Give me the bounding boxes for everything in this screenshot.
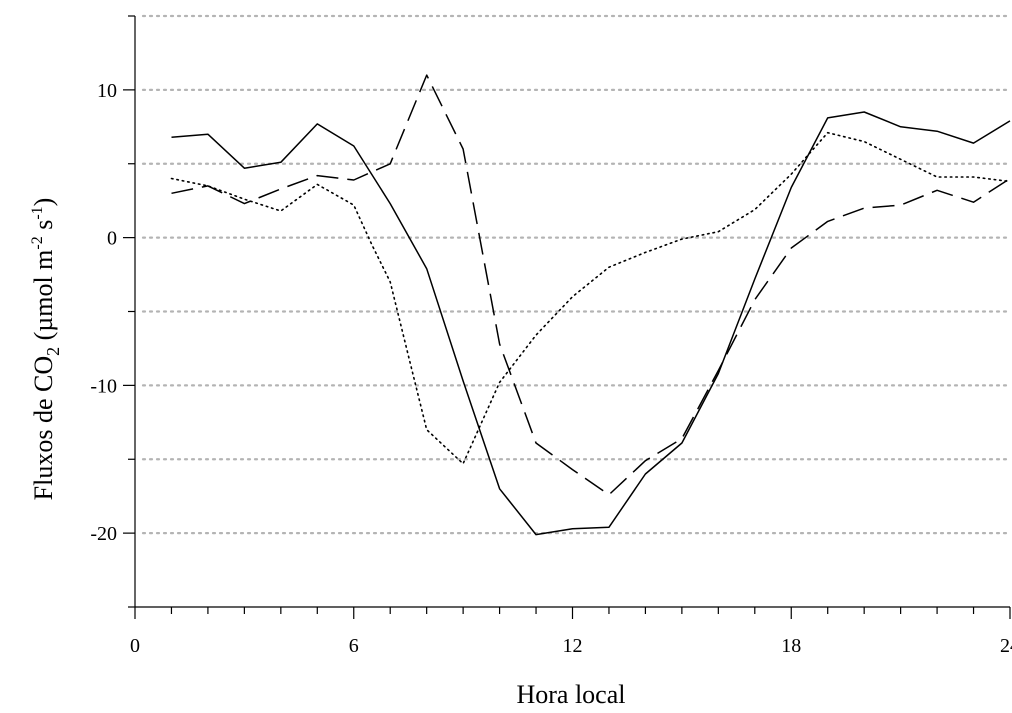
axes: 0 6 12 18 24 -20 -10 0 10 (90, 15, 1012, 657)
series-line-dotted (170, 131, 1011, 465)
gridlines (141, 14, 1012, 535)
x-tick-label: 0 (130, 635, 140, 657)
y-tick-label: -10 (90, 375, 117, 397)
x-axis-title: Hora local (516, 680, 625, 709)
y-axis-title-base: Fluxos de CO (29, 356, 58, 500)
x-tick-label: 24 (1000, 635, 1012, 657)
y-tick-label: 0 (107, 228, 117, 250)
y-axis-title-sub: 2 (43, 347, 63, 356)
x-tick-label: 12 (563, 635, 583, 657)
x-tick-label: 6 (349, 635, 359, 657)
y-tick-label: 10 (97, 80, 117, 102)
y-axis-title-close: ) (29, 198, 58, 207)
x-tick-label: 18 (781, 635, 801, 657)
y-axis-title-mid: s (29, 220, 58, 237)
y-tick-label: -20 (90, 523, 117, 545)
series-line-dashed (171, 74, 1011, 496)
series-line-solid (171, 111, 1011, 536)
y-axis-title: Fluxos de CO2 (µmol m-2 s-1) (29, 198, 63, 501)
y-axis-title-sup1: -2 (29, 236, 46, 249)
data-series (170, 74, 1011, 536)
y-axis-title-sup2: -1 (29, 206, 46, 219)
y-axis-title-unit: (µmol m (29, 250, 58, 347)
